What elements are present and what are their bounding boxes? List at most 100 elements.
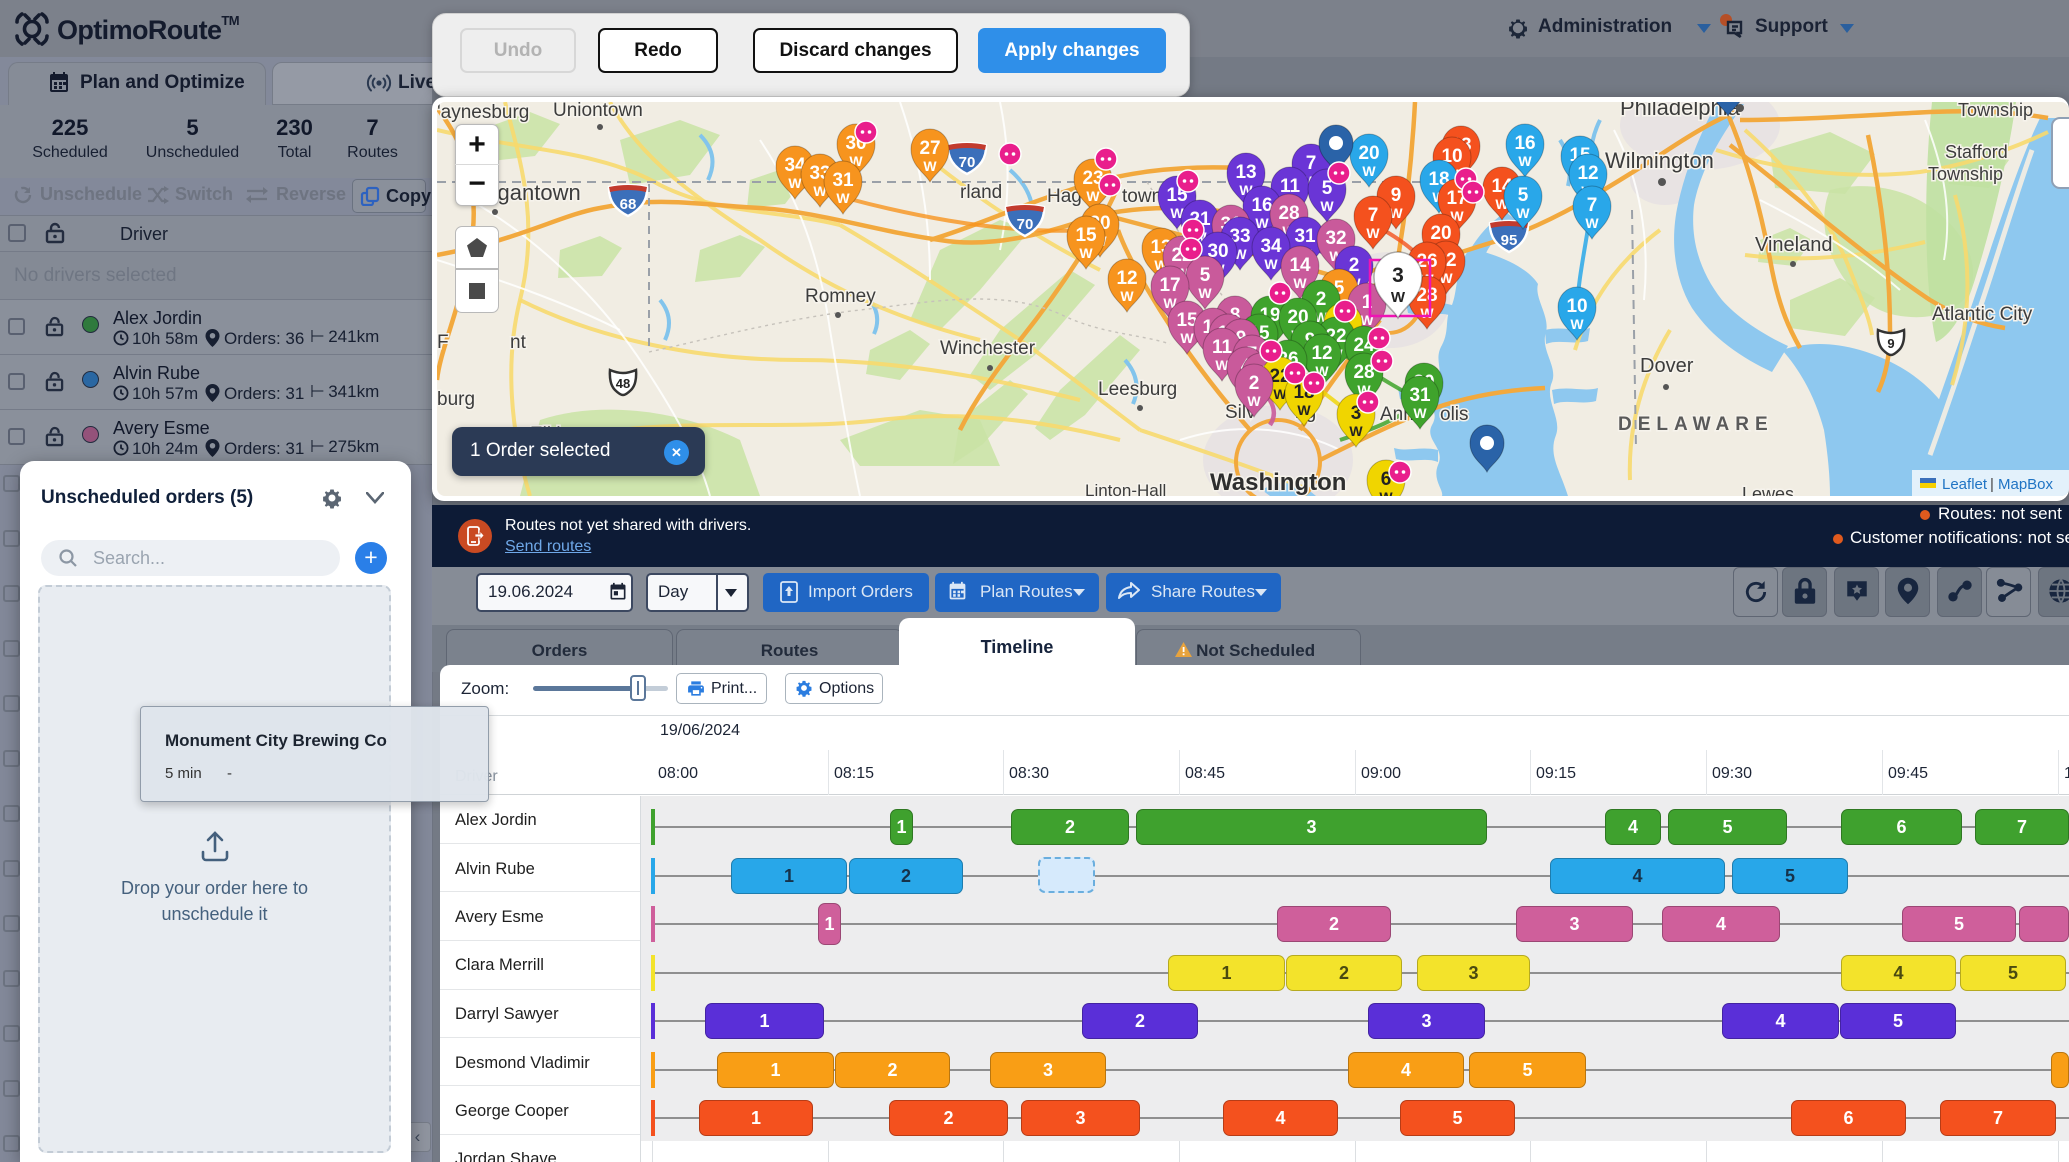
svg-text:3: 3 <box>1392 264 1404 287</box>
svg-text:33: 33 <box>1229 226 1250 247</box>
svg-text:12: 12 <box>1311 343 1332 364</box>
svg-text:2: 2 <box>1349 255 1360 276</box>
svg-text:town: town <box>1122 186 1162 207</box>
svg-text:32: 32 <box>1325 228 1346 249</box>
svg-text:W: W <box>1255 215 1269 231</box>
svg-text:W: W <box>1362 163 1376 179</box>
svg-text:68: 68 <box>620 196 637 213</box>
svg-text:W: W <box>1570 316 1584 332</box>
svg-text:11: 11 <box>1280 176 1301 197</box>
svg-text:W: W <box>1086 188 1100 204</box>
svg-text:6: 6 <box>1381 469 1392 490</box>
svg-text:W: W <box>1170 205 1184 221</box>
svg-text:Atlantic City: Atlantic City <box>1932 304 2033 325</box>
svg-text:30: 30 <box>1207 241 1228 262</box>
svg-text:Romney: Romney <box>805 286 876 307</box>
svg-text:28: 28 <box>1278 203 1299 224</box>
svg-text:Township: Township <box>1958 102 2033 120</box>
svg-text:48: 48 <box>616 376 630 391</box>
svg-text:31: 31 <box>1409 385 1431 406</box>
svg-text:Philadelphia: Philadelphia <box>1620 102 1741 120</box>
svg-text:W: W <box>1516 205 1530 221</box>
svg-text:31: 31 <box>1294 226 1316 247</box>
svg-text:28: 28 <box>1416 285 1437 306</box>
svg-text:12: 12 <box>1577 163 1598 184</box>
svg-text:5: 5 <box>1322 178 1333 199</box>
svg-text:W: W <box>1264 256 1278 272</box>
svg-text:Winchester: Winchester <box>940 338 1036 359</box>
svg-text:2: 2 <box>1249 373 1260 394</box>
svg-text:nt: nt <box>510 332 527 353</box>
svg-text:5: 5 <box>1334 278 1345 299</box>
svg-text:9: 9 <box>1236 328 1247 349</box>
svg-text:W: W <box>1391 289 1406 306</box>
svg-text:70: 70 <box>959 154 976 171</box>
svg-text:34: 34 <box>1260 236 1282 257</box>
svg-text:W: W <box>1180 330 1194 346</box>
svg-text:Dover: Dover <box>1640 355 1694 377</box>
svg-text:Uniontown: Uniontown <box>553 102 643 121</box>
svg-text:Wilmington: Wilmington <box>1605 148 1714 173</box>
svg-text:9: 9 <box>1887 336 1894 351</box>
svg-text:MapBox: MapBox <box>1998 476 2054 493</box>
svg-text:Township: Township <box>1928 164 2003 184</box>
svg-text:5: 5 <box>1518 185 1529 206</box>
svg-text:14: 14 <box>1289 255 1311 276</box>
svg-text:W: W <box>1366 225 1380 241</box>
svg-text:W: W <box>1413 405 1427 421</box>
svg-text:16: 16 <box>1251 195 1272 216</box>
svg-text:26: 26 <box>1416 251 1437 272</box>
svg-text:34: 34 <box>784 155 806 176</box>
svg-text:23: 23 <box>1082 168 1103 189</box>
svg-text:1: 1 <box>1362 292 1373 313</box>
svg-text:W: W <box>1198 285 1212 301</box>
svg-text:20: 20 <box>1430 223 1451 244</box>
svg-text:W: W <box>1079 245 1093 261</box>
svg-text:W: W <box>1420 305 1434 321</box>
svg-text:burg: burg <box>437 389 475 410</box>
svg-text:W: W <box>1379 489 1393 496</box>
svg-text:Linton-Hall: Linton-Hall <box>1085 481 1166 496</box>
svg-text:27: 27 <box>919 138 940 159</box>
svg-text:'aynesburg: 'aynesburg <box>437 102 529 123</box>
svg-text:Vineland: Vineland <box>1755 234 1832 256</box>
svg-text:12: 12 <box>1116 268 1137 289</box>
svg-text:7: 7 <box>1368 205 1379 226</box>
svg-text:W: W <box>788 175 802 191</box>
svg-text:W: W <box>813 183 827 199</box>
svg-text:W: W <box>1273 386 1287 402</box>
svg-text:5: 5 <box>1200 265 1211 286</box>
svg-text:11: 11 <box>1212 337 1233 358</box>
svg-text:28: 28 <box>1353 362 1374 383</box>
svg-text:Leaflet: Leaflet <box>1942 476 1988 493</box>
svg-text:7: 7 <box>1306 153 1317 174</box>
svg-text:2: 2 <box>1316 289 1327 310</box>
svg-text:W: W <box>1389 205 1403 221</box>
svg-text:W: W <box>1320 198 1334 214</box>
svg-text:15: 15 <box>1176 310 1198 331</box>
svg-text:W: W <box>1297 402 1311 418</box>
svg-text:13: 13 <box>1235 162 1256 183</box>
svg-text:W: W <box>1585 215 1599 231</box>
svg-text:Leesburg: Leesburg <box>1098 379 1177 400</box>
svg-text:W: W <box>1293 275 1307 291</box>
svg-text:Lewes: Lewes <box>1742 484 1794 496</box>
svg-text:17: 17 <box>1159 275 1180 296</box>
svg-text:9: 9 <box>1391 185 1402 206</box>
svg-text:70: 70 <box>1017 216 1034 233</box>
svg-text:F: F <box>437 332 449 353</box>
svg-text:W: W <box>1247 393 1261 409</box>
svg-text:31: 31 <box>832 170 854 191</box>
svg-text:DELAWARE: DELAWARE <box>1618 414 1774 435</box>
svg-text:olis: olis <box>1440 404 1469 425</box>
svg-text:15: 15 <box>1075 225 1097 246</box>
svg-text:W: W <box>836 190 850 206</box>
svg-text:W: W <box>1518 153 1532 169</box>
svg-text:Stafford: Stafford <box>1945 142 2008 162</box>
svg-text:Washington: Washington <box>1210 469 1346 496</box>
svg-text:W: W <box>1120 288 1134 304</box>
svg-text:10: 10 <box>1566 296 1587 317</box>
svg-text:95: 95 <box>1501 232 1518 249</box>
svg-text:20: 20 <box>1358 143 1379 164</box>
svg-text:7: 7 <box>1587 195 1598 216</box>
